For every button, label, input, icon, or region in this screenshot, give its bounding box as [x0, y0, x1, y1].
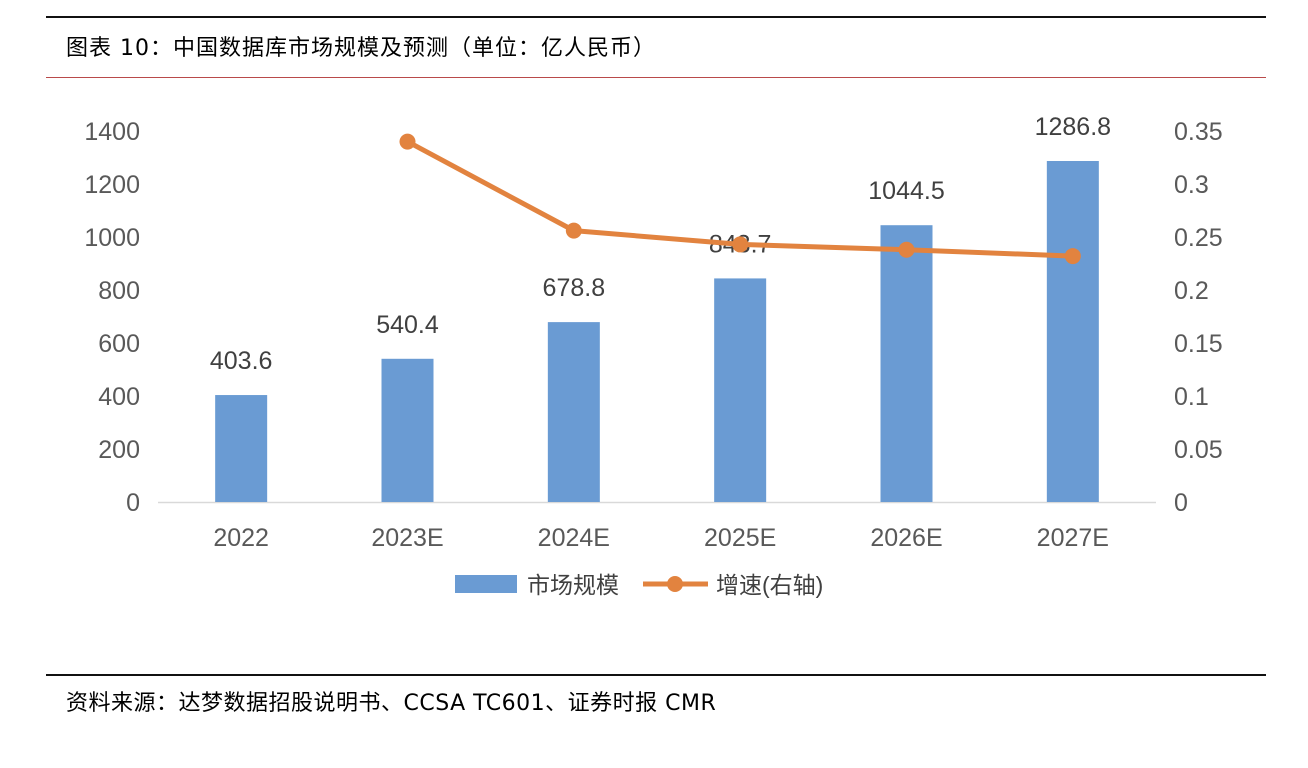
- right-axis-tick-label: 0.15: [1174, 330, 1223, 358]
- bar-data-label: 1286.8: [1035, 113, 1111, 141]
- bar-data-label: 1044.5: [868, 177, 944, 205]
- right-axis-tick-label: 0: [1174, 489, 1188, 517]
- legend-bar-swatch: [455, 575, 517, 593]
- bar: [547, 322, 600, 502]
- title-divider: [46, 77, 1266, 78]
- combo-chart: 0 200 400 600 800 1000 1200 1400 0 0.05 0.1 0.15 0.2…: [84, 113, 1223, 598]
- x-axis-tick-label: 2027E: [1037, 524, 1109, 552]
- growth-point: [1064, 248, 1081, 265]
- growth-point: [898, 241, 915, 258]
- left-axis-tick-label: 200: [98, 436, 140, 464]
- bar: [215, 395, 268, 502]
- x-axis-tick-label: 2024E: [538, 524, 610, 552]
- bar: [1046, 160, 1099, 503]
- bar: [381, 358, 434, 502]
- left-axis-tick-label: 800: [98, 277, 140, 305]
- left-axis-tick-label: 0: [126, 489, 140, 517]
- legend-bar-label: 市场规模: [527, 572, 619, 598]
- bar: [880, 225, 933, 502]
- bar-data-label: 540.4: [376, 311, 439, 339]
- x-axis-tick-label: 2025E: [704, 524, 776, 552]
- right-axis-tick-label: 0.05: [1174, 436, 1223, 464]
- x-axis-tick-label: 2022: [213, 524, 269, 552]
- right-axis-tick-label: 0.35: [1174, 118, 1223, 146]
- left-axis-tick-label: 600: [98, 330, 140, 358]
- growth-point: [732, 236, 749, 253]
- left-axis-tick-label: 1400: [84, 118, 140, 146]
- growth-point: [565, 222, 582, 239]
- chart-title: 图表 10：中国数据库市场规模及预测（单位：亿人民币）: [66, 36, 656, 61]
- bar: [714, 278, 767, 502]
- source-note: 资料来源：达梦数据招股说明书、CCSA TC601、证券时报 CMR: [66, 691, 717, 716]
- x-axis-tick-label: 2026E: [870, 524, 942, 552]
- top-rule: [46, 16, 1266, 18]
- right-axis-tick-label: 0.25: [1174, 224, 1223, 252]
- right-axis-tick-label: 0.2: [1174, 277, 1209, 305]
- x-axis-tick-label: 2023E: [371, 524, 443, 552]
- bottom-rule: [46, 674, 1266, 676]
- bar-data-label: 403.6: [210, 347, 273, 375]
- legend-line-label: 增速(右轴): [716, 572, 823, 598]
- left-axis-tick-label: 1000: [84, 224, 140, 252]
- legend-line-marker: [667, 576, 683, 592]
- growth-point: [399, 133, 416, 150]
- bar-data-label: 678.8: [543, 274, 606, 302]
- left-axis-tick-label: 1200: [84, 171, 140, 199]
- left-axis-tick-label: 400: [98, 383, 140, 411]
- right-axis-tick-label: 0.3: [1174, 171, 1209, 199]
- right-axis-tick-label: 0.1: [1174, 383, 1209, 411]
